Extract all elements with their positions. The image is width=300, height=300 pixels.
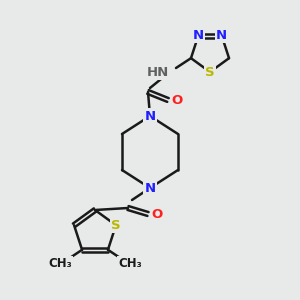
Text: CH₃: CH₃: [48, 257, 72, 270]
Text: S: S: [205, 65, 215, 79]
Text: N: N: [216, 29, 227, 42]
Text: O: O: [152, 208, 163, 220]
Text: HN: HN: [147, 65, 169, 79]
Text: N: N: [144, 110, 156, 122]
Text: O: O: [171, 94, 183, 106]
Text: N: N: [144, 182, 156, 194]
Text: N: N: [193, 29, 204, 42]
Text: S: S: [111, 219, 121, 232]
Text: CH₃: CH₃: [118, 257, 142, 270]
